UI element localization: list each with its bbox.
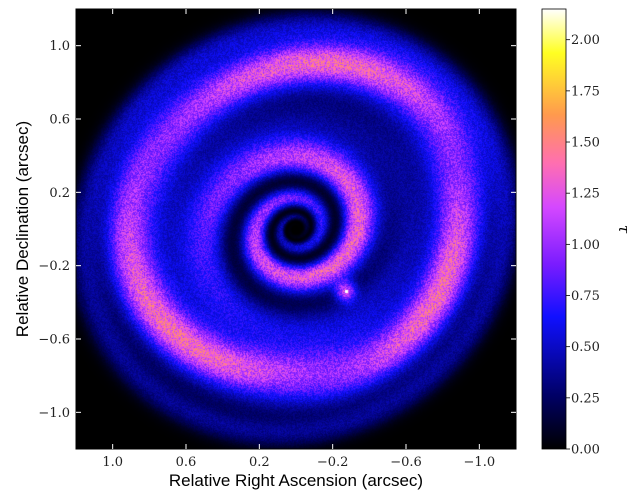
colorbar-tick-label: 0.50 <box>571 340 600 355</box>
y-tick-label: 0.2 <box>49 186 70 201</box>
colorbar-label: τ <box>615 225 628 234</box>
y-axis: 1.0 0.6 0.2 −0.2 −0.6 −1.0 <box>38 39 516 421</box>
plot-frame <box>75 8 517 450</box>
colorbar-tick-label: 1.25 <box>571 187 600 202</box>
y-tick-label: 0.6 <box>49 113 70 128</box>
y-axis-label: Relative Declination (arcsec) <box>13 121 32 337</box>
colorbar-ticks: 0.00 0.25 0.50 0.75 1.00 1.25 1.50 1.75 2.00 <box>566 33 600 458</box>
plot-area <box>75 8 517 450</box>
colorbar-tick-label: 1.50 <box>571 136 600 151</box>
colorbar: 0.00 0.25 0.50 0.75 1.00 1.25 1.50 1.75 2.00 τ <box>541 8 628 458</box>
x-tick-label: −0.2 <box>317 455 349 470</box>
x-tick-label: 0.2 <box>249 455 270 470</box>
x-tick-label: −1.0 <box>464 455 496 470</box>
x-tick-label: −0.6 <box>390 455 422 470</box>
y-tick-label: −1.0 <box>38 406 70 421</box>
x-tick-label: 1.0 <box>102 455 123 470</box>
y-tick-label: 1.0 <box>49 39 70 54</box>
colorbar-tick-label: 0.25 <box>571 391 600 406</box>
colorbar-tick-label: 1.00 <box>571 238 600 253</box>
colorbar-tick-label: 2.00 <box>571 33 600 48</box>
y-tick-label: −0.6 <box>38 333 70 348</box>
colorbar-tick-label: 1.75 <box>571 84 600 99</box>
x-axis-label: Relative Right Ascension (arcsec) <box>169 471 423 490</box>
y-tick-label: −0.2 <box>38 259 70 274</box>
optical-depth-map <box>76 9 516 449</box>
x-axis: 1.0 0.6 0.2 −0.2 −0.6 −1.0 <box>102 9 495 470</box>
colorbar-gradient <box>541 8 567 450</box>
x-tick-label: 0.6 <box>176 455 197 470</box>
colorbar-tick-label: 0.00 <box>571 443 600 458</box>
colorbar-tick-label: 0.75 <box>571 289 600 304</box>
